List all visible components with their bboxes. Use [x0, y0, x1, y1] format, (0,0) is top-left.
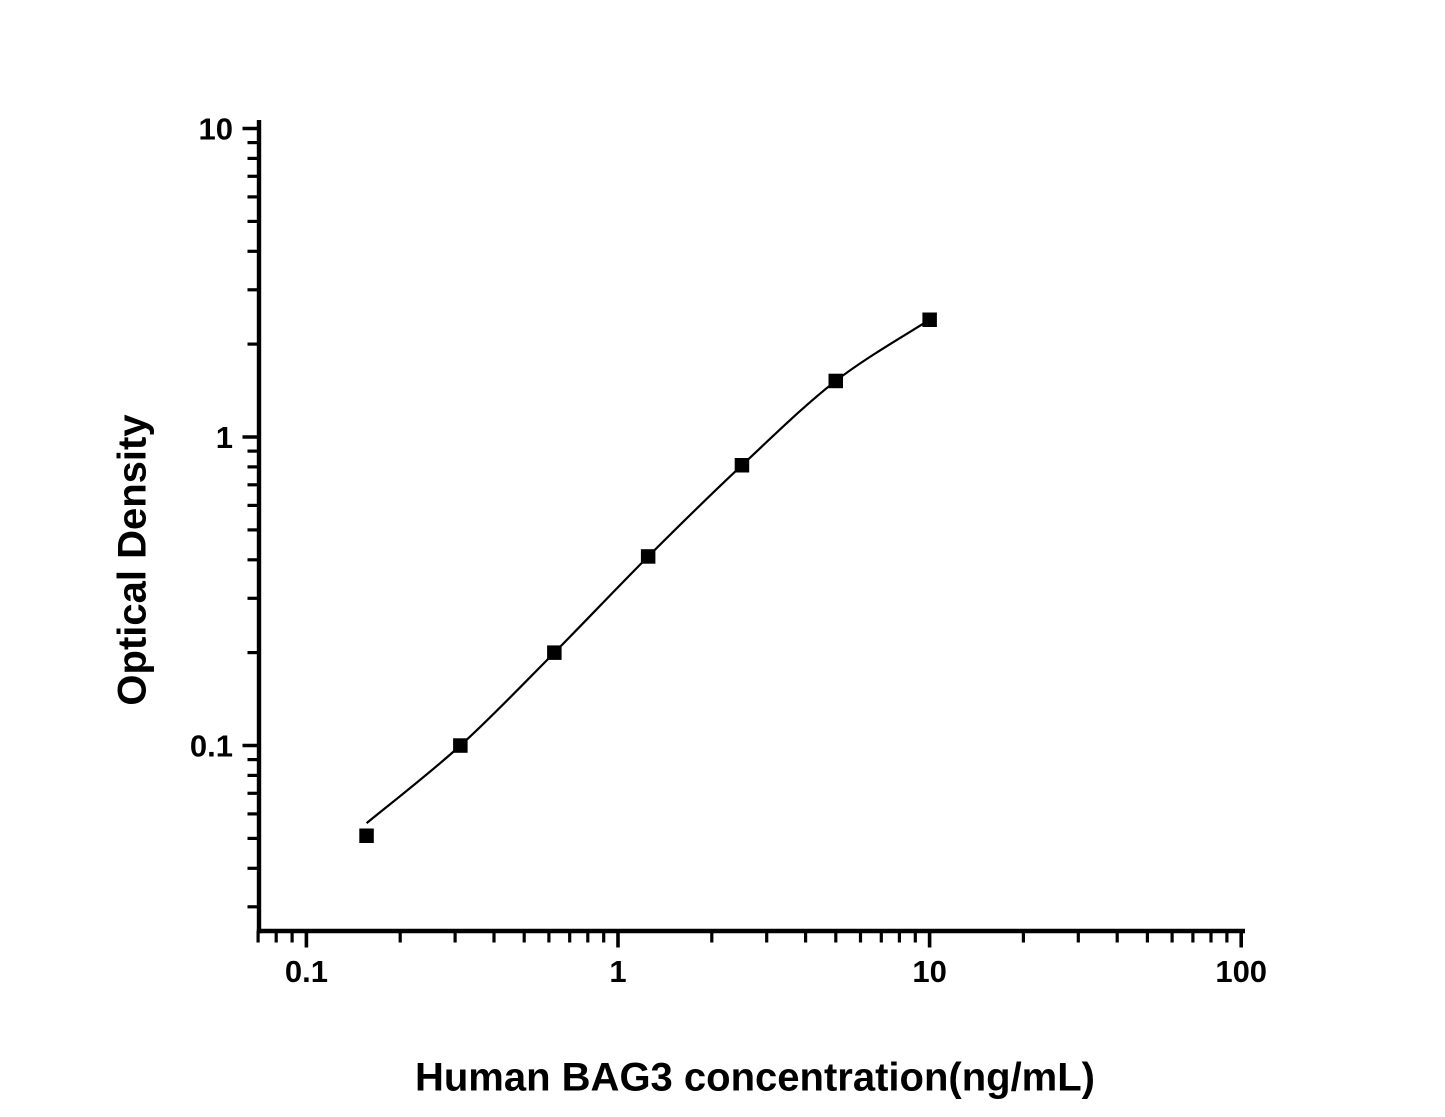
x-axis-title: Human BAG3 concentration(ng/mL) [414, 1055, 1096, 1100]
axis-ticks: 0.1 1 10 100 10 1 0.1 [190, 112, 1267, 990]
x-tick-label: 10 [912, 954, 946, 989]
x-tick-label: 0.1 [285, 954, 328, 989]
x-tick-label: 100 [1215, 954, 1267, 989]
data-point-marker [547, 645, 562, 660]
y-tick-label: 10 [199, 112, 233, 147]
y-tick-label: 0.1 [190, 729, 233, 764]
data-point-marker [359, 828, 374, 843]
data-point-marker [922, 312, 937, 327]
fit-curve [365, 318, 931, 825]
data-point-marker [828, 373, 843, 389]
data-point-marker [453, 738, 468, 753]
data-points [359, 312, 937, 843]
x-tick-label: 1 [609, 954, 626, 989]
data-point-marker [734, 458, 750, 473]
y-axis-title: Optical Density [110, 414, 155, 706]
y-tick-label: 1 [216, 420, 233, 455]
data-point-marker [640, 549, 656, 564]
